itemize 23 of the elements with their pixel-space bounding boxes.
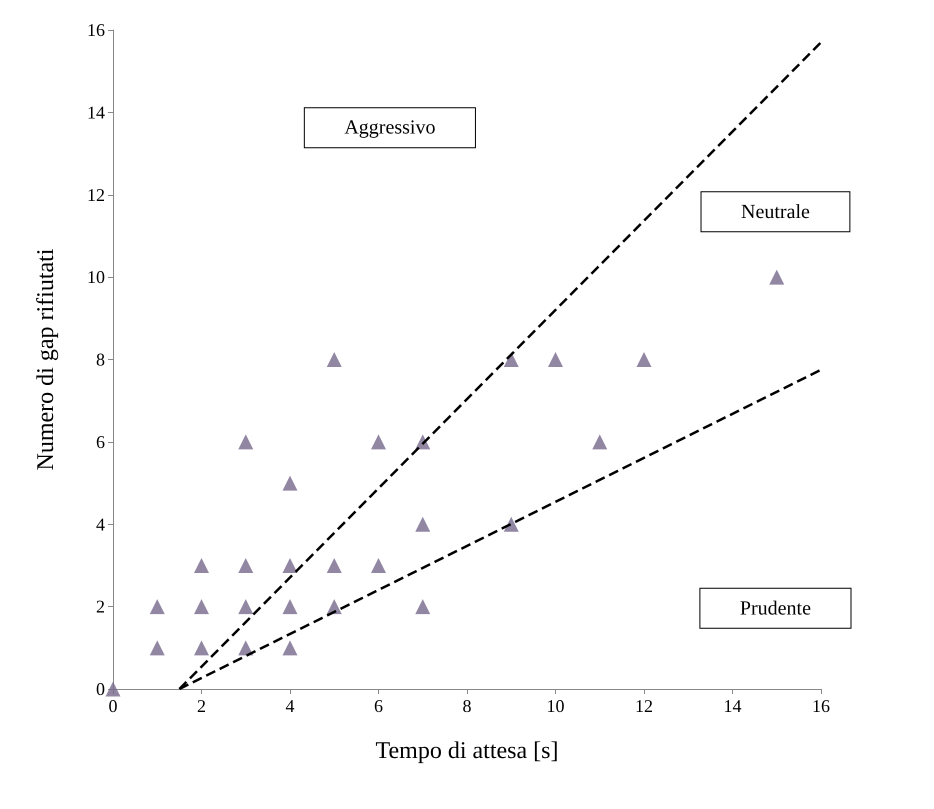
- x-tick-label: 2: [197, 696, 206, 716]
- y-tick-label: 10: [87, 267, 105, 288]
- x-tick-label: 10: [546, 696, 564, 716]
- x-axis-title: Tempo di attesa [s]: [376, 738, 558, 764]
- y-tick-label: 4: [96, 514, 105, 534]
- y-tick-label: 2: [96, 596, 105, 617]
- y-tick-label: 8: [96, 350, 105, 370]
- y-axis-title: Numero di gap rifiutati: [33, 248, 59, 470]
- annotation: Prudente: [740, 597, 812, 620]
- x-tick-label: 6: [374, 696, 383, 716]
- y-tick-label: 0: [96, 679, 105, 699]
- x-tick-label: 4: [286, 696, 294, 716]
- annotation: Neutrale: [741, 200, 810, 223]
- y-tick-label: 16: [87, 20, 105, 40]
- y-tick-label: 6: [96, 432, 105, 452]
- x-tick-label: 12: [635, 696, 653, 716]
- y-tick-label: 14: [87, 102, 105, 122]
- x-tick-label: 8: [462, 696, 472, 716]
- annotation: Aggressivo: [344, 116, 436, 139]
- y-tick-label: 12: [87, 184, 105, 205]
- x-tick-label: 16: [812, 696, 830, 716]
- x-tick-label: 14: [724, 696, 742, 716]
- x-tick-label: 0: [108, 696, 118, 716]
